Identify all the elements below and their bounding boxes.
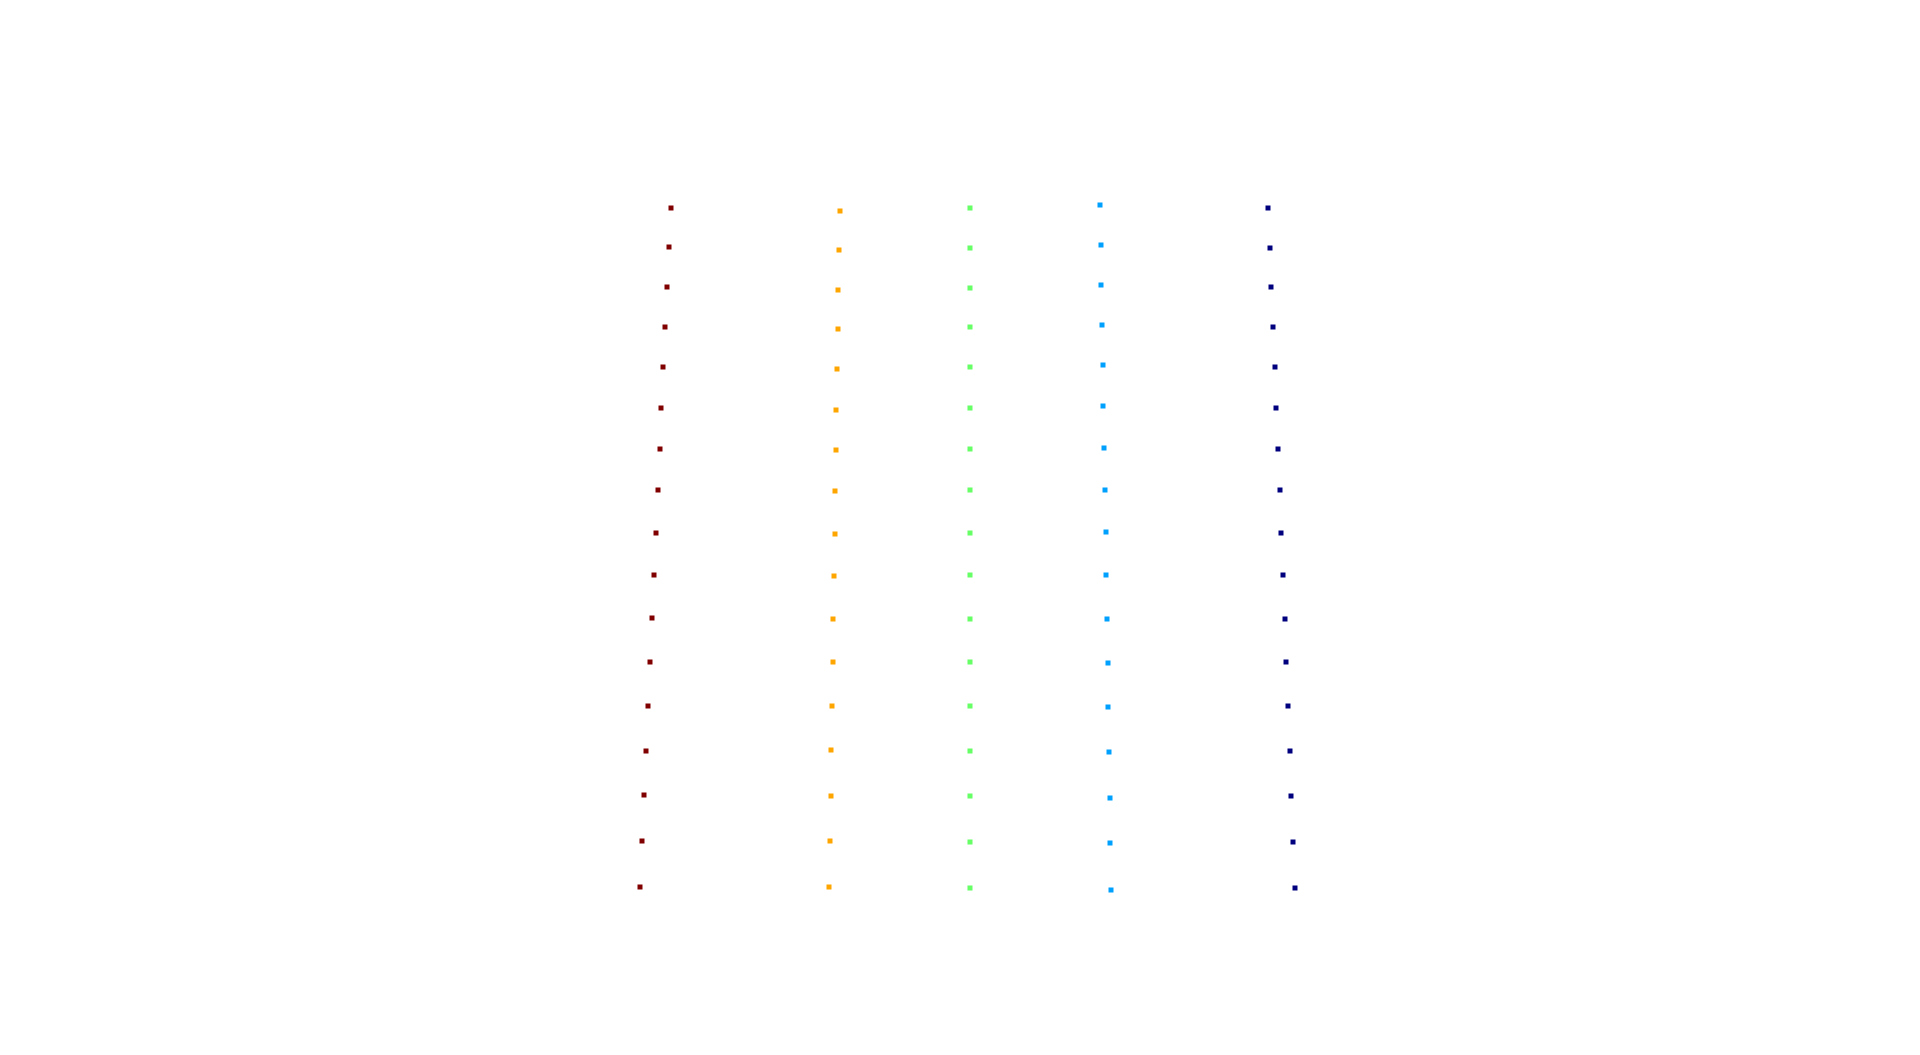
series-3 bbox=[967, 205, 973, 891]
data-point bbox=[1278, 530, 1284, 536]
data-point bbox=[1100, 403, 1106, 409]
data-point bbox=[658, 405, 664, 411]
data-point bbox=[834, 366, 840, 372]
data-point bbox=[967, 703, 973, 709]
data-point bbox=[967, 405, 973, 411]
data-point bbox=[1106, 749, 1112, 755]
data-point bbox=[1099, 322, 1105, 328]
data-point bbox=[828, 747, 834, 753]
data-point bbox=[649, 615, 655, 621]
data-point bbox=[1285, 703, 1291, 709]
data-point bbox=[647, 659, 653, 665]
data-point bbox=[967, 364, 973, 370]
data-point bbox=[1292, 885, 1298, 891]
series-1 bbox=[637, 205, 674, 890]
data-point bbox=[639, 838, 645, 844]
data-point bbox=[666, 244, 672, 250]
data-point bbox=[829, 703, 835, 709]
data-point bbox=[1101, 445, 1107, 451]
data-point bbox=[830, 659, 836, 665]
data-point bbox=[657, 446, 663, 452]
data-point bbox=[1107, 840, 1113, 846]
data-point bbox=[831, 573, 837, 579]
data-point bbox=[967, 285, 973, 291]
data-point bbox=[1103, 529, 1109, 535]
data-point bbox=[1275, 446, 1281, 452]
data-point bbox=[836, 247, 842, 253]
data-point bbox=[1290, 839, 1296, 845]
data-point bbox=[1100, 362, 1106, 368]
data-point bbox=[1098, 242, 1104, 248]
data-point bbox=[828, 793, 834, 799]
data-point bbox=[967, 324, 973, 330]
data-point bbox=[1097, 202, 1103, 208]
data-point bbox=[637, 884, 643, 890]
data-point bbox=[1280, 572, 1286, 578]
data-point bbox=[1282, 616, 1288, 622]
data-point bbox=[1108, 887, 1114, 893]
data-point bbox=[1103, 572, 1109, 578]
data-point bbox=[837, 208, 843, 214]
data-point bbox=[967, 245, 973, 251]
data-point bbox=[967, 205, 973, 211]
data-point bbox=[1272, 364, 1278, 370]
data-point bbox=[1277, 487, 1283, 493]
data-point bbox=[967, 572, 973, 578]
data-point bbox=[835, 287, 841, 293]
data-point bbox=[1268, 284, 1274, 290]
data-point bbox=[967, 793, 973, 799]
data-point bbox=[1104, 616, 1110, 622]
data-point bbox=[662, 324, 668, 330]
series-2 bbox=[826, 208, 843, 890]
data-point bbox=[660, 364, 666, 370]
series-4 bbox=[1097, 202, 1114, 893]
data-point bbox=[835, 326, 841, 332]
data-point bbox=[664, 284, 670, 290]
data-point bbox=[830, 616, 836, 622]
data-point bbox=[833, 407, 839, 413]
data-point bbox=[645, 703, 651, 709]
data-point bbox=[967, 530, 973, 536]
data-point bbox=[967, 616, 973, 622]
data-point bbox=[967, 487, 973, 493]
data-point bbox=[967, 659, 973, 665]
data-point bbox=[1102, 487, 1108, 493]
data-point bbox=[1105, 704, 1111, 710]
data-point bbox=[1098, 282, 1104, 288]
data-point bbox=[1267, 245, 1273, 251]
data-point bbox=[651, 572, 657, 578]
data-point bbox=[1265, 205, 1271, 211]
points-layer bbox=[637, 202, 1298, 893]
series-5 bbox=[1265, 205, 1298, 891]
data-point bbox=[668, 205, 674, 211]
data-point bbox=[655, 487, 661, 493]
data-point bbox=[967, 839, 973, 845]
data-point bbox=[1107, 795, 1113, 801]
data-point bbox=[832, 488, 838, 494]
data-point bbox=[641, 792, 647, 798]
data-point bbox=[967, 446, 973, 452]
data-point bbox=[1288, 793, 1294, 799]
data-point bbox=[827, 838, 833, 844]
data-point bbox=[1273, 405, 1279, 411]
data-point bbox=[832, 531, 838, 537]
data-point bbox=[967, 748, 973, 754]
data-point bbox=[643, 748, 649, 754]
data-point bbox=[826, 884, 832, 890]
data-point bbox=[1283, 659, 1289, 665]
data-point bbox=[833, 447, 839, 453]
data-point bbox=[1270, 324, 1276, 330]
data-point bbox=[653, 530, 659, 536]
data-point bbox=[1287, 748, 1293, 754]
data-point bbox=[967, 885, 973, 891]
data-point bbox=[1105, 660, 1111, 666]
